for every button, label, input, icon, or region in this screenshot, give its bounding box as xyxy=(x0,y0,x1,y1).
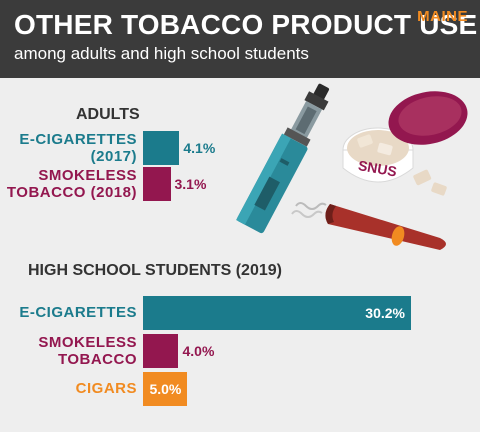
bar xyxy=(143,131,180,165)
section-title-0: ADULTS xyxy=(76,106,140,123)
data-label: 3.1% xyxy=(174,176,207,192)
snus-label: SNUS xyxy=(357,157,398,180)
cigar-icon xyxy=(291,202,446,250)
e-cigarette-icon xyxy=(236,83,330,234)
category-label: SMOKELESS TOBACCO (2018) xyxy=(6,167,137,201)
bar xyxy=(143,334,179,368)
bar xyxy=(143,167,171,201)
category-label: CIGARS xyxy=(75,380,137,397)
header-banner: OTHER TOBACCO PRODUCT USE among adults a… xyxy=(0,0,480,78)
section-title-1: HIGH SCHOOL STUDENTS (2019) xyxy=(28,262,282,279)
page-title: OTHER TOBACCO PRODUCT USE xyxy=(14,9,478,40)
bar xyxy=(143,296,411,330)
data-label: 4.1% xyxy=(183,140,216,156)
data-label: 4.0% xyxy=(182,343,215,359)
category-label: E-CIGARETTES (2017) xyxy=(19,131,137,165)
page-subtitle: among adults and high school students xyxy=(14,44,309,63)
state-label: MAINE xyxy=(417,8,468,25)
data-label: 5.0% xyxy=(149,381,182,397)
snus-tin-icon: SNUS xyxy=(342,91,468,196)
data-label: 30.2% xyxy=(365,305,405,321)
bar xyxy=(143,372,188,406)
category-label: E-CIGARETTES xyxy=(19,304,137,321)
category-label: SMOKELESS TOBACCO xyxy=(38,334,137,368)
